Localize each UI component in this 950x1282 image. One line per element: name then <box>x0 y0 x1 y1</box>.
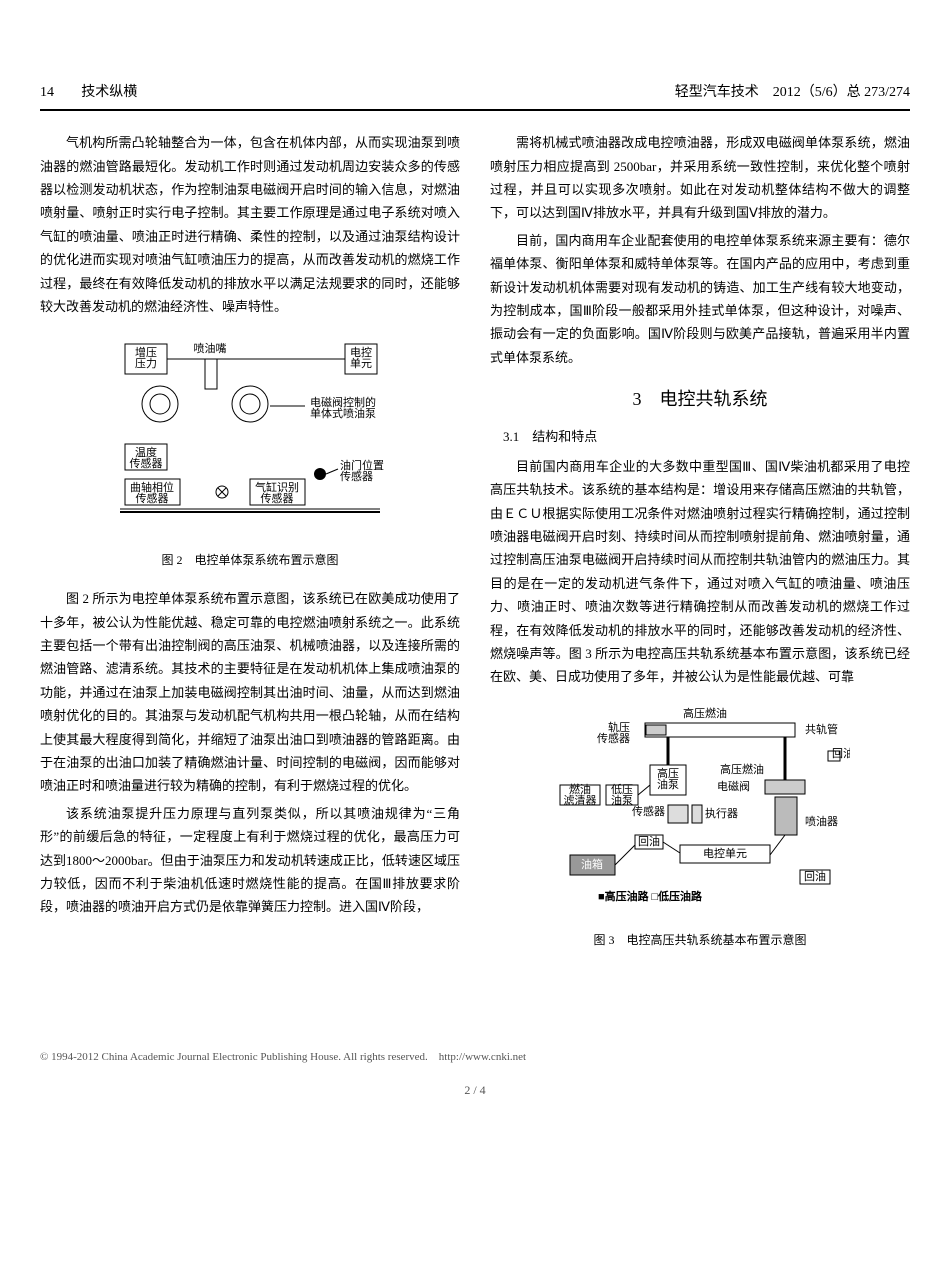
section-title: 技术纵横 <box>81 85 137 100</box>
paragraph: 需将机械式喷油器改成电控喷油器，形成双电磁阀单体泵系统，燃油喷射压力相应提高到 … <box>490 131 910 225</box>
figure-2-caption: 图 2 电控单体泵系统布置示意图 <box>40 550 460 572</box>
ecu-unit-label: 电控单元 <box>703 846 747 860</box>
sensors-label: 传感器 <box>632 805 665 818</box>
return2-label: 回油 <box>804 869 826 883</box>
legend-label: ■高压油路 □低压油路 <box>598 889 703 903</box>
unit-pump-diagram: 增压压力 喷油嘴 电控单元 电磁阀控制的单体式喷油泵 温度传感器 油门位置传感器… <box>110 334 390 534</box>
paragraph: 图 2 所示为电控单体泵系统布置示意图，该系统已在欧美成功使用了十多年，被公认为… <box>40 587 460 798</box>
paragraph: 目前，国内商用车企业配套使用的电控单体泵系统来源主要有：德尔福单体泵、衡阳单体泵… <box>490 229 910 369</box>
injector-label: 喷油器 <box>805 814 838 828</box>
return-label: 回油 <box>832 746 850 760</box>
figure-2: 增压压力 喷油嘴 电控单元 电磁阀控制的单体式喷油泵 温度传感器 油门位置传感器… <box>40 334 460 571</box>
left-column: 气机构所需凸轮轴整合为一体，包含在机体内部，从而实现油泵到喷油器的燃油管路最短化… <box>40 131 460 968</box>
solenoid-label: 电磁阀 <box>717 779 750 793</box>
nozzle-label: 喷油嘴 <box>194 341 227 355</box>
solenoid-pump-label: 电磁阀控制的单体式喷油泵 <box>310 395 376 420</box>
hp-fuel-label: 高压燃油 <box>683 706 727 720</box>
journal-meta: 轻型汽车技术 2012（5/6）总 273/274 <box>675 80 910 105</box>
header-left: 14 技术纵横 <box>40 80 137 105</box>
page-indicator: 2 / 4 <box>40 1080 910 1102</box>
boost-label: 增压压力 <box>135 345 157 370</box>
hp-pump-label: 高压油泵 <box>657 766 679 791</box>
paragraph: 气机构所需凸轮轴整合为一体，包含在机体内部，从而实现油泵到喷油器的燃油管路最短化… <box>40 131 460 318</box>
return-oil-label: 回油 <box>638 834 660 848</box>
lp-pump-label: 低压油泵 <box>611 783 633 807</box>
two-column-layout: 气机构所需凸轮轴整合为一体，包含在机体内部，从而实现油泵到喷油器的燃油管路最短化… <box>40 131 910 968</box>
tank-label: 油箱 <box>581 857 603 871</box>
hp-fuel2-label: 高压燃油 <box>720 762 764 776</box>
section-3-heading: 3 电控共轨系统 <box>490 383 910 415</box>
crank-phase-label: 曲轴相位传感器 <box>130 480 174 505</box>
rail-label: 共轨管 <box>805 722 838 736</box>
actuator-label: 执行器 <box>705 806 738 820</box>
page-number: 14 <box>40 85 54 100</box>
page-footer: © 1994-2012 China Academic Journal Elect… <box>40 1048 910 1101</box>
page-header: 14 技术纵横 轻型汽车技术 2012（5/6）总 273/274 <box>40 80 910 111</box>
copyright-text: © 1994-2012 China Academic Journal Elect… <box>40 1048 910 1068</box>
figure-3: 高压燃油 共轨管 轨压传感器 回油 高压油泵 高压燃油 燃油滤清器 低压油泵 电… <box>490 705 910 952</box>
figure-3-caption: 图 3 电控高压共轨系统基本布置示意图 <box>490 930 910 952</box>
ecu-label: 电控单元 <box>350 345 372 370</box>
common-rail-diagram: 高压燃油 共轨管 轨压传感器 回油 高压油泵 高压燃油 燃油滤清器 低压油泵 电… <box>550 705 850 915</box>
right-column: 需将机械式喷油器改成电控喷油器，形成双电磁阀单体泵系统，燃油喷射压力相应提高到 … <box>490 131 910 968</box>
cyl-sensor-label: 气缸识别传感器 <box>255 480 299 505</box>
section-3-1-heading: 3.1 结构和特点 <box>503 425 910 448</box>
paragraph: 该系统油泵提升压力原理与直列泵类似，所以其喷油规律为“三角形”的前缓后急的特征，… <box>40 802 460 919</box>
paragraph: 目前国内商用车企业的大多数中重型国Ⅲ、国Ⅳ柴油机都采用了电控高压共轨技术。该系统… <box>490 455 910 689</box>
